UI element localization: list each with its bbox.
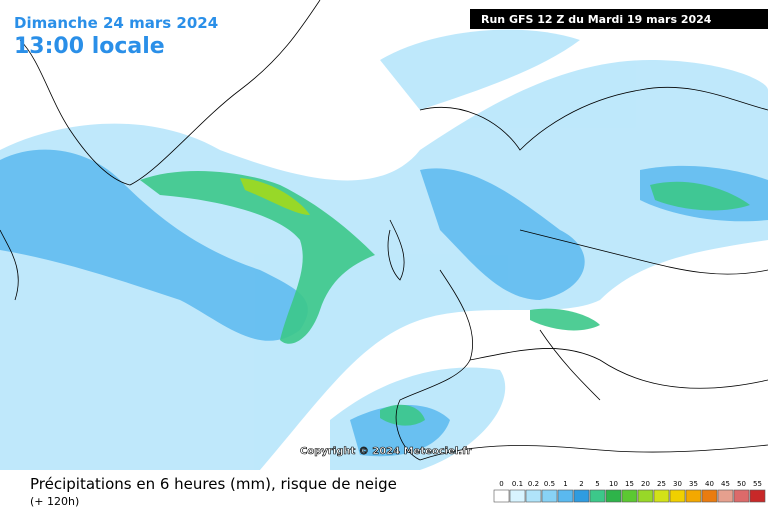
legend-label: 15 xyxy=(625,480,634,488)
precip-moderate xyxy=(0,149,768,457)
legend-label: 0.5 xyxy=(544,480,555,488)
legend: 0 0.1 0.2 0.5 1 2 5 10 15 20 25 30 35 40 45 50 55 xyxy=(493,480,766,503)
copyright: Copyright © 2024 Meteociel.fr xyxy=(300,446,471,457)
legend-label: 2 xyxy=(579,480,583,488)
legend-label: 0 xyxy=(499,480,503,488)
legend-label: 0.2 xyxy=(528,480,539,488)
legend-swatch xyxy=(653,489,670,503)
legend-label: 45 xyxy=(721,480,730,488)
legend-swatch xyxy=(669,489,686,503)
legend-swatch xyxy=(717,489,734,503)
legend-swatch xyxy=(493,489,510,503)
legend-swatch xyxy=(621,489,638,503)
legend-label: 55 xyxy=(753,480,762,488)
precip-intense xyxy=(240,178,310,215)
legend-label: 35 xyxy=(689,480,698,488)
run-label: Run GFS 12 Z du Mardi 19 mars 2024 xyxy=(481,13,712,26)
legend-swatch xyxy=(733,489,750,503)
legend-swatch xyxy=(573,489,590,503)
legend-label: 20 xyxy=(641,480,650,488)
lead-time: (+ 120h) xyxy=(30,495,79,508)
legend-swatch xyxy=(557,489,574,503)
date-label: Dimanche 24 mars 2024 xyxy=(14,14,218,32)
legend-label: 1 xyxy=(563,480,567,488)
legend-label: 30 xyxy=(673,480,682,488)
precip-heavy xyxy=(140,170,750,426)
legend-label: 10 xyxy=(609,480,618,488)
legend-label: 0.1 xyxy=(512,480,523,488)
legend-swatch xyxy=(589,489,606,503)
legend-swatch xyxy=(749,489,766,503)
legend-swatch xyxy=(605,489,622,503)
precip-light xyxy=(0,29,768,470)
coastlines xyxy=(0,0,768,461)
legend-swatch xyxy=(541,489,558,503)
legend-swatch xyxy=(525,489,542,503)
legend-label: 5 xyxy=(595,480,599,488)
run-box xyxy=(470,9,768,29)
legend-swatch xyxy=(637,489,654,503)
legend-label: 40 xyxy=(705,480,714,488)
footer-title: Précipitations en 6 heures (mm), risque … xyxy=(30,475,397,493)
legend-label: 25 xyxy=(657,480,666,488)
legend-swatch xyxy=(685,489,702,503)
legend-swatch xyxy=(701,489,718,503)
legend-label: 50 xyxy=(737,480,746,488)
legend-swatch xyxy=(509,489,526,503)
time-label: 13:00 locale xyxy=(14,34,165,59)
